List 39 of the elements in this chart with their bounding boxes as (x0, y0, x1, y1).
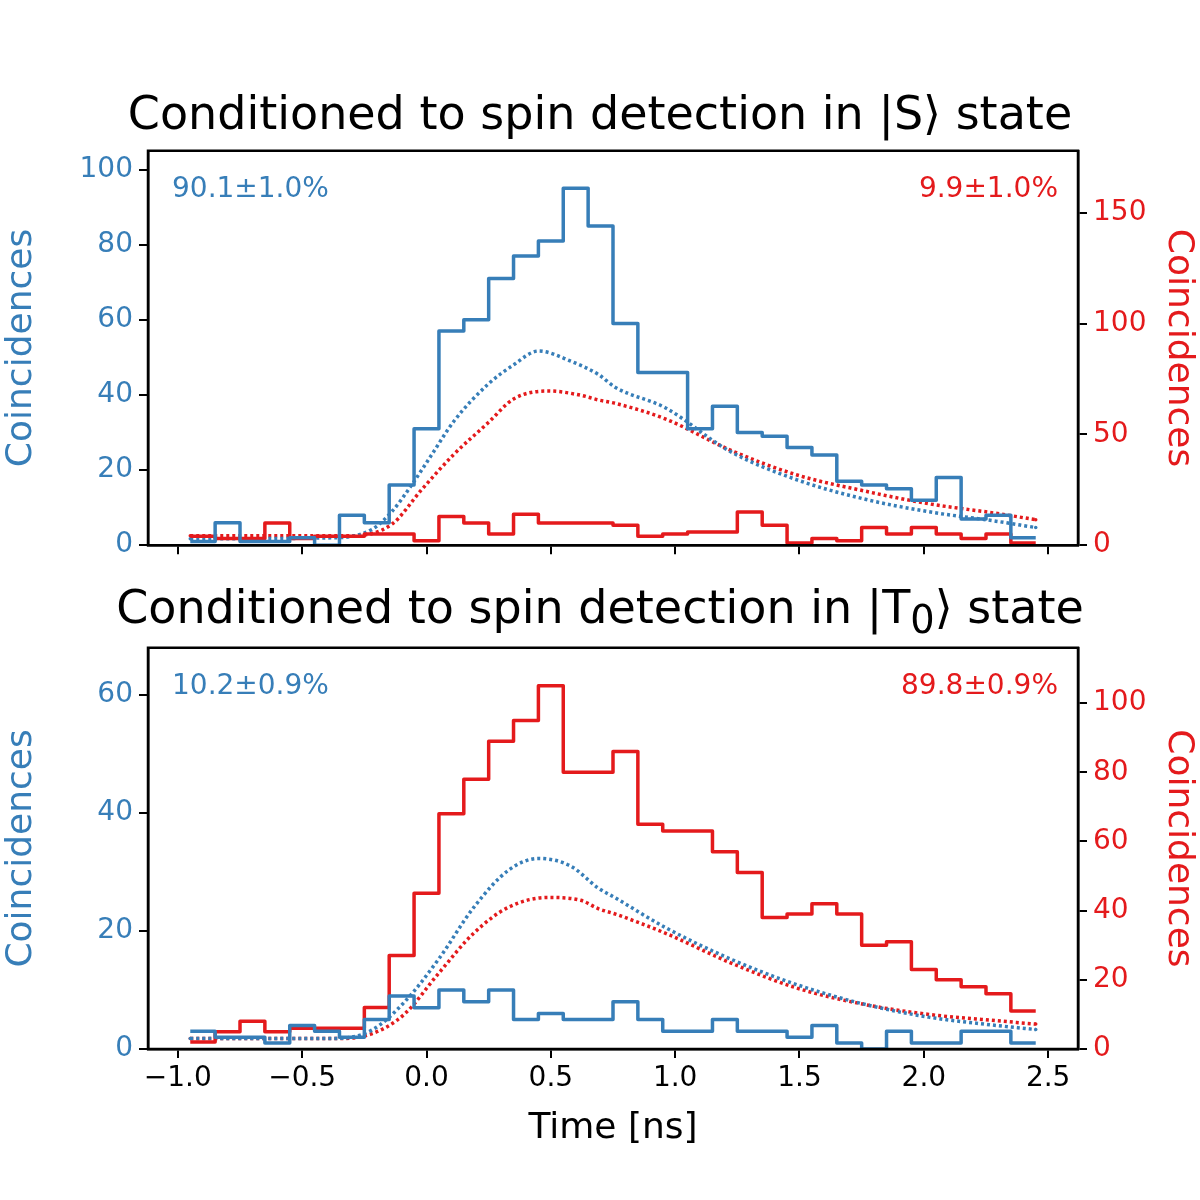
chart-title: Conditioned to spin detection in |S⟩ state (126, 85, 1074, 143)
x-tick-label: 0.0 (404, 1060, 449, 1094)
x-tick-label: 0.5 (528, 1060, 574, 1094)
y-tick-label: 20 (97, 451, 133, 485)
y2-tick-label: 40 (1093, 891, 1129, 925)
y2-tick-label: 100 (1093, 304, 1147, 338)
y2-axis-title: Coincidences (1161, 228, 1200, 468)
annotation: 89.8±0.9% (901, 667, 1058, 701)
y2-tick-label: 150 (1093, 194, 1147, 228)
y2-axis-title: Coincidences (1161, 729, 1200, 968)
annotation: 9.9±1.0% (918, 170, 1058, 204)
y2-tick-label: 100 (1093, 684, 1147, 718)
y2-tick-label: 20 (1093, 961, 1129, 995)
x-axis-title: Time [ns] (527, 1104, 698, 1146)
y-tick-label: 20 (97, 912, 133, 946)
x-tick-label: 1.0 (652, 1060, 698, 1094)
y2-tick-label: 80 (1093, 753, 1129, 787)
x-tick-label: −1.0 (143, 1060, 212, 1094)
y2-tick-label: 50 (1093, 415, 1129, 449)
y2-tick-label: 0 (1093, 1030, 1111, 1064)
y-tick-label: 80 (97, 225, 133, 259)
x-tick-label: −0.5 (268, 1060, 337, 1094)
x-tick-label: 2.5 (1025, 1060, 1071, 1094)
annotation: 10.2±0.9% (172, 667, 329, 701)
y-tick-label: 0 (115, 1030, 133, 1064)
x-tick-label: 1.5 (777, 1060, 822, 1094)
x-tick-label: 2.0 (901, 1060, 947, 1094)
annotation: 90.1±1.0% (172, 170, 329, 204)
y-axis-title: Coincidences (0, 228, 39, 468)
y-tick-label: 40 (97, 376, 133, 410)
y-tick-label: 0 (115, 526, 133, 560)
y-tick-label: 100 (79, 150, 133, 184)
y-axis-title: Coincidences (0, 729, 39, 968)
y-tick-label: 40 (97, 794, 133, 828)
y-tick-label: 60 (97, 301, 133, 335)
y2-tick-label: 0 (1093, 526, 1111, 560)
y2-tick-label: 60 (1093, 822, 1129, 856)
chart-title: Conditioned to spin detection in |T$_{0}$⟩ state (115, 579, 1085, 643)
y-tick-label: 60 (97, 676, 133, 710)
